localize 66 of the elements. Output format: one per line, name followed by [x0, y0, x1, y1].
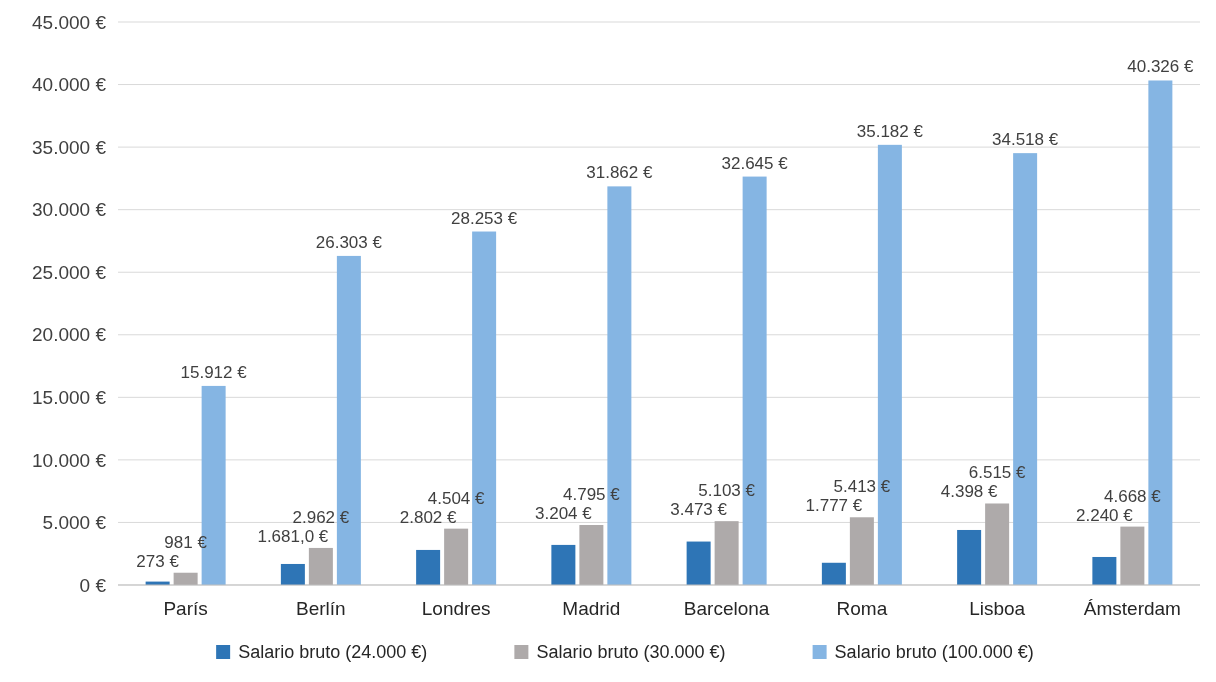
bar [336, 255, 361, 585]
bar [821, 562, 846, 585]
data-label: 3.204 € [535, 504, 593, 524]
bar [877, 144, 902, 585]
y-tick-label: 35.000 € [32, 136, 107, 158]
data-label: 2.240 € [1076, 505, 1134, 525]
bar [1092, 556, 1117, 585]
bar [849, 517, 874, 585]
data-label: 28.253 € [451, 208, 518, 228]
data-label: 6.515 € [968, 463, 1027, 483]
y-tick-label: 0 € [79, 574, 107, 596]
data-label: 1.777 € [805, 496, 863, 516]
x-tick-label: Londres [421, 598, 491, 619]
data-label: 4.398 € [940, 482, 999, 502]
legend-label: Salario bruto (100.000 €) [834, 642, 1034, 662]
y-tick-label: 20.000 € [32, 324, 107, 346]
y-tick-label: 10.000 € [32, 449, 107, 471]
bar [1120, 526, 1145, 585]
data-label: 5.413 € [833, 477, 891, 497]
x-tick-label: Lisboa [969, 598, 1026, 619]
data-label: 1.681,0 € [257, 526, 329, 546]
data-label: 5.103 € [698, 481, 756, 501]
bar [714, 521, 739, 585]
y-tick-label: 15.000 € [32, 386, 107, 408]
data-label: 4.795 € [563, 485, 621, 505]
y-tick-label: 30.000 € [32, 199, 107, 221]
bar [444, 528, 469, 585]
data-label: 273 € [136, 551, 180, 571]
bar [742, 176, 767, 585]
data-label: 4.504 € [427, 488, 486, 508]
legend-label: Salario bruto (24.000 €) [238, 642, 428, 662]
legend-label: Salario bruto (30.000 €) [536, 642, 726, 662]
x-tick-label: Ámsterdam [1083, 598, 1181, 619]
bar [416, 549, 441, 585]
data-label: 40.326 € [1127, 57, 1194, 77]
data-label: 981 € [164, 532, 208, 552]
bar [308, 547, 333, 585]
data-label: 26.303 € [315, 232, 383, 252]
data-label: 35.182 € [856, 121, 924, 141]
y-tick-label: 25.000 € [32, 261, 107, 283]
x-tick-label: Berlín [296, 598, 346, 619]
data-label: 4.668 € [1104, 486, 1162, 506]
y-tick-label: 5.000 € [42, 512, 107, 534]
y-tick-label: 40.000 € [32, 74, 107, 96]
y-tick-label: 45.000 € [32, 11, 107, 33]
data-label: 34.518 € [992, 130, 1059, 150]
x-tick-label: Madrid [562, 598, 621, 619]
bar [957, 529, 982, 585]
bar [1148, 80, 1173, 585]
x-tick-label: Roma [836, 598, 888, 619]
bar [1013, 153, 1038, 585]
data-label: 31.862 € [586, 163, 653, 183]
x-tick-label: París [163, 598, 208, 619]
bar [280, 563, 305, 585]
bar [472, 231, 497, 585]
bar [985, 503, 1010, 585]
data-label: 3.473 € [670, 500, 728, 520]
bar [579, 525, 604, 585]
bar [686, 541, 711, 585]
bar [551, 544, 576, 585]
x-tick-label: Barcelona [683, 598, 770, 619]
bar [607, 186, 632, 585]
data-label: 2.962 € [292, 507, 350, 527]
data-label: 2.802 € [399, 507, 458, 527]
data-label: 15.912 € [180, 362, 248, 382]
data-label: 32.645 € [721, 153, 789, 173]
